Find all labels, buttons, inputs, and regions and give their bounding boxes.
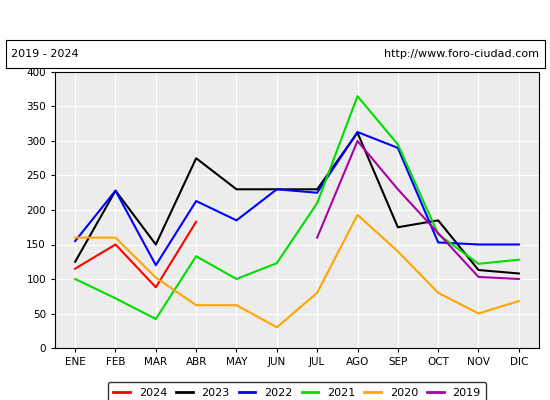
Text: 2019 - 2024: 2019 - 2024 [11, 49, 79, 59]
Text: http://www.foro-ciudad.com: http://www.foro-ciudad.com [384, 49, 539, 59]
Legend: 2024, 2023, 2022, 2021, 2020, 2019: 2024, 2023, 2022, 2021, 2020, 2019 [108, 382, 486, 400]
Text: Evolucion Nº Turistas Nacionales en el municipio de Sant Joan: Evolucion Nº Turistas Nacionales en el m… [43, 14, 507, 26]
